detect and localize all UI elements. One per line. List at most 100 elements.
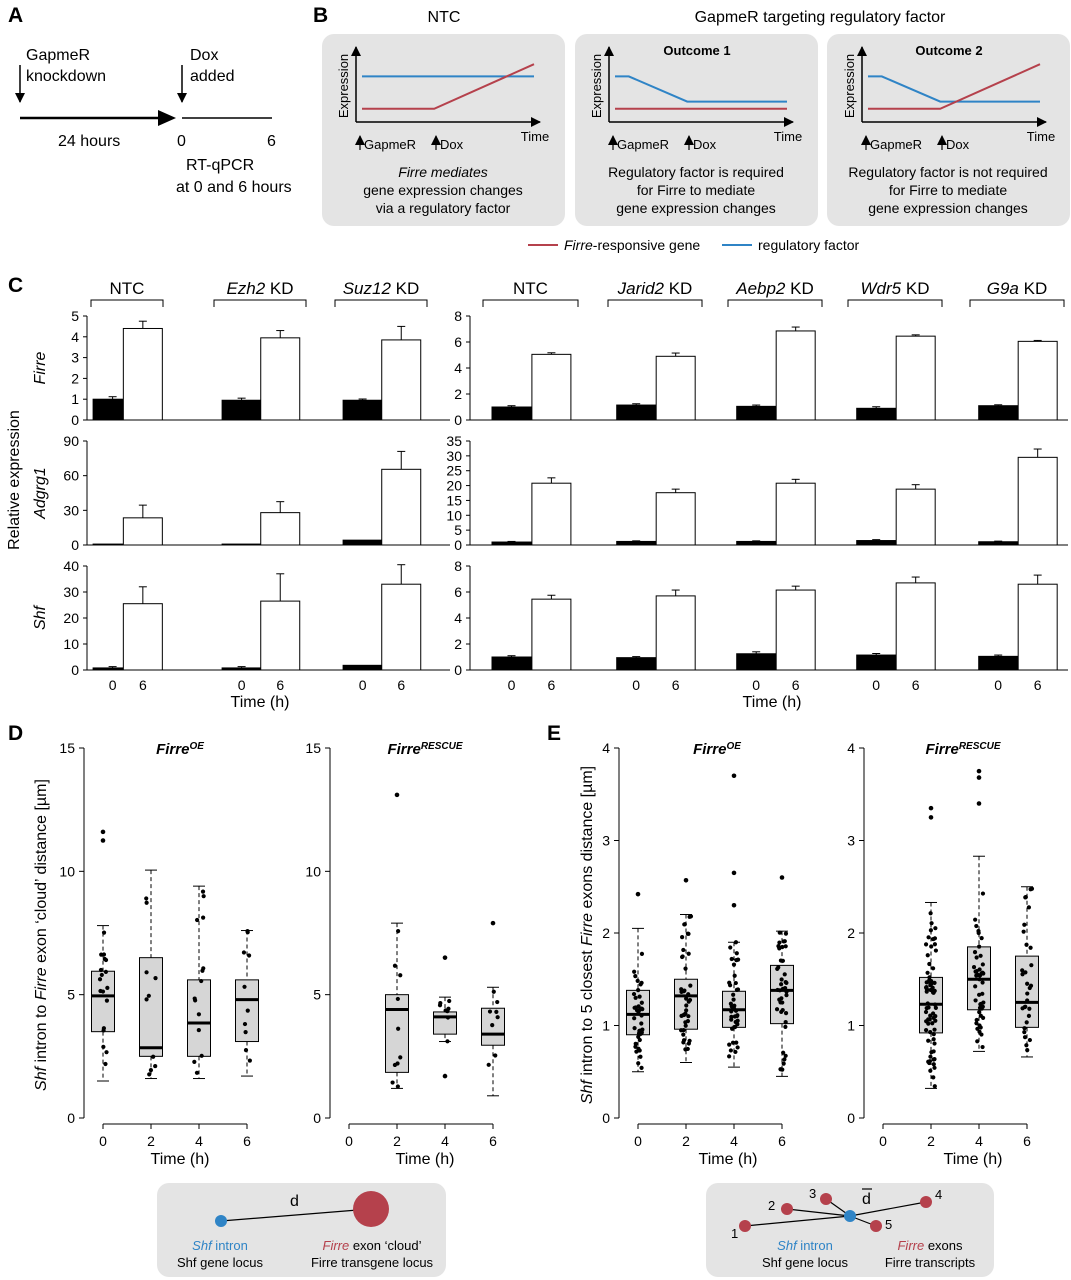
b-o2-caption-2: for Firre to mediate [889, 182, 1007, 198]
e-firrerescue-point [927, 975, 932, 980]
e-firrerescue-point [932, 942, 938, 947]
c-right-shf-bar [1017, 583, 1058, 671]
c-right-shf-bar [736, 653, 777, 671]
e-firrerescue-point [978, 953, 983, 958]
e-firrerescue-point [1029, 886, 1035, 891]
c-left-adgrg1-ytick-label: 90 [63, 433, 79, 449]
c-right-shf-ytick-label: 0 [454, 662, 462, 678]
d-locus-label: Shf gene locus [177, 1255, 264, 1270]
panel-label-a: A [8, 4, 23, 27]
e-firreoe-point [637, 1037, 642, 1043]
e-firrerescue-point [928, 982, 933, 987]
e-firreoe-point [783, 1053, 788, 1058]
e-firrerescue-point [924, 1019, 929, 1024]
e-title-rescue-base: Firre [925, 741, 958, 758]
e-firrerescue-point [927, 1060, 932, 1066]
e-firrerescue-point [931, 1062, 936, 1067]
e-firrerescue-xtick-label: 6 [1023, 1133, 1031, 1149]
d-firreoe-point [192, 1059, 197, 1064]
c-right-adgrg1-bar [655, 492, 696, 546]
e-firreoe-point [686, 931, 691, 936]
e-firreoe-point [728, 945, 733, 950]
e-firrerescue-point [971, 965, 977, 970]
e-firrerescue-point [933, 926, 938, 931]
b-ntc-dox-mark: Dox [440, 137, 464, 152]
e-firrerescue-point [926, 935, 931, 940]
c-group-suffix: KD [265, 279, 293, 298]
c-left-firre-ytick-label: 4 [71, 329, 79, 345]
c-right-adgrg1-bar [978, 541, 1019, 546]
e-firrerescue-point [932, 936, 938, 941]
d-title-oe-base: Firre [156, 741, 189, 758]
e-firrerescue-point [974, 923, 979, 929]
e-firreoe-point [631, 991, 637, 997]
e-firreoe-point [732, 973, 737, 978]
c-time-tick-label: 6 [276, 677, 284, 693]
c-left-group-label: Ezh2 KD [226, 279, 293, 298]
e-num-1: 1 [731, 1226, 738, 1241]
d-exon-label-rest: exon ‘cloud’ [349, 1238, 421, 1253]
b-o1-factor-line [615, 75, 787, 103]
c-right-shf-bar [616, 657, 657, 671]
e-firreoe-point [777, 930, 782, 935]
e-firrerescue-point [931, 990, 936, 995]
d-firrerescue-point [445, 1009, 450, 1014]
e-firrerescue-point [928, 987, 933, 993]
e-title-oe-base: Firre [693, 741, 726, 758]
d-firreoe-point [246, 953, 252, 958]
e-firrerescue-point [928, 911, 933, 916]
c-right-adgrg1-ytick-label: 35 [446, 433, 462, 449]
d-firrerescue-outlier [490, 920, 496, 926]
e-firrerescue-ytick-label: 3 [847, 833, 855, 849]
d-firreoe-point [196, 1027, 201, 1033]
c-right-group-label: Wdr5 KD [861, 279, 930, 298]
e-firreoe-point [687, 1038, 692, 1043]
d-firreoe-point [241, 950, 247, 955]
e-firreoe-xtick-label: 6 [778, 1133, 786, 1149]
e-firreoe-point [638, 1007, 643, 1012]
c-right-shf-ytick-label: 4 [454, 610, 462, 626]
e-firreoe-point [683, 1023, 688, 1028]
gapmer-label-2: knockdown [26, 68, 106, 85]
e-locus-label: Shf gene locus [762, 1255, 849, 1270]
e-firreoe-point [681, 1032, 686, 1037]
d-firreoe-outlier [100, 838, 106, 843]
c-left-shf-bar [221, 667, 262, 671]
e-firreoe-point [780, 1067, 785, 1072]
panel-a-timeline: GapmeR knockdown Dox added 24 hours 0 6 … [15, 47, 292, 196]
c-group-suffix: KD [785, 279, 813, 298]
d-firreoe-point [243, 1030, 248, 1035]
c-right-adgrg1-ytick-label: 10 [446, 507, 462, 523]
d-firreoe-point [148, 1068, 154, 1073]
e-firrerescue-point [928, 1054, 933, 1059]
d-ylabel: Shf intron to Firre exon ‘cloud’ distanc… [33, 779, 50, 1091]
e-firrerescue-point [1024, 1043, 1029, 1048]
e-firrerescue-point [977, 977, 982, 982]
c-time-tick-label: 0 [632, 677, 640, 693]
e-firreoe-point [632, 1016, 637, 1021]
e-ylabel-d: exons distance [µm] [579, 766, 596, 913]
d-firreoe-point [247, 1058, 252, 1063]
d-firreoe-point [153, 976, 158, 981]
c-right-firre-bar [978, 405, 1019, 421]
d-exon-label-it: Firre [323, 1238, 350, 1253]
c-group-suffix: KD [664, 279, 692, 298]
d-firreoe-point [144, 900, 149, 905]
e-firreoe-point [636, 988, 641, 993]
d-firrerescue-xtick-label: 4 [441, 1133, 449, 1149]
e-firrerescue-point [923, 1028, 929, 1033]
e-firrerescue-point [926, 1005, 931, 1010]
d-firrerescue-xtick-label: 0 [345, 1133, 353, 1149]
rtqpcr-label-1: RT-qPCR [186, 157, 254, 174]
b-ntc-ylabel: Expression [336, 54, 351, 118]
d-firrerescue-point [495, 999, 500, 1005]
e-firrerescue-outlier [976, 768, 982, 774]
c-right-firre-bar [775, 330, 816, 421]
e-firrerescue-point [1026, 905, 1032, 910]
c-left-firre-ytick-label: 3 [71, 350, 79, 366]
c-left-adgrg1-bar [260, 512, 301, 546]
c-left-group-bracket [334, 299, 428, 307]
e-firreoe-point [780, 958, 786, 963]
d-firreoe-ytick-label: 5 [67, 987, 75, 1003]
c-xlabel-left: Time (h) [231, 694, 290, 711]
